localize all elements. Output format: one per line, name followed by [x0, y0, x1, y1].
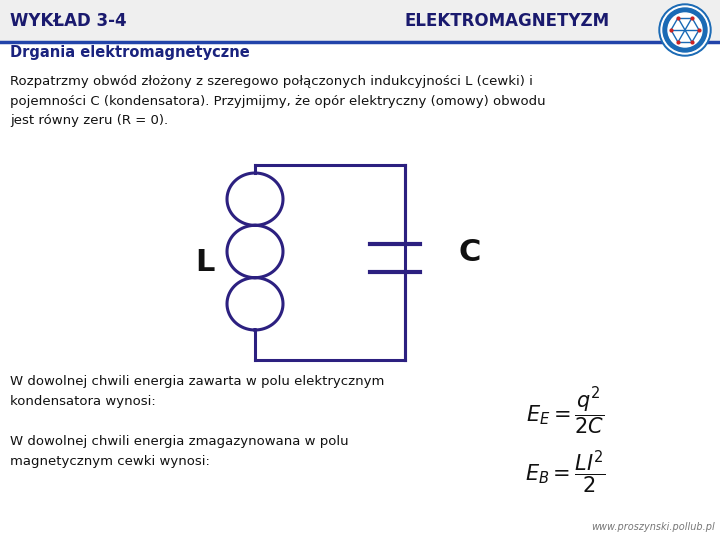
Circle shape	[668, 13, 702, 47]
Bar	[0, 0, 720, 40]
Text: WYKŁAD 3-4: WYKŁAD 3-4	[10, 12, 127, 30]
Text: Drgania elektromagnetyczne: Drgania elektromagnetyczne	[10, 45, 250, 60]
Text: W dowolnej chwili energia zawarta w polu elektrycznym
kondensatora wynosi:: W dowolnej chwili energia zawarta w polu…	[10, 375, 384, 408]
Circle shape	[659, 4, 711, 56]
Text: $E_{E} = \dfrac{q^2}{2C}$: $E_{E} = \dfrac{q^2}{2C}$	[526, 385, 604, 437]
Circle shape	[661, 6, 709, 54]
Text: www.proszynski.pollub.pl: www.proszynski.pollub.pl	[591, 522, 715, 532]
Text: Rozpatrzmy obwód złożony z szeregowo połączonych indukcyjności L (cewki) i
pojem: Rozpatrzmy obwód złożony z szeregowo poł…	[10, 75, 546, 127]
Text: $E_{B} = \dfrac{LI^2}{2}$: $E_{B} = \dfrac{LI^2}{2}$	[525, 448, 606, 496]
Text: C: C	[459, 238, 481, 267]
Text: ELEKTROMAGNETYZM: ELEKTROMAGNETYZM	[405, 12, 610, 30]
Circle shape	[663, 8, 707, 52]
Text: W dowolnej chwili energia zmagazynowana w polu
magnetycznym cewki wynosi:: W dowolnej chwili energia zmagazynowana …	[10, 435, 348, 468]
Text: L: L	[195, 248, 215, 277]
